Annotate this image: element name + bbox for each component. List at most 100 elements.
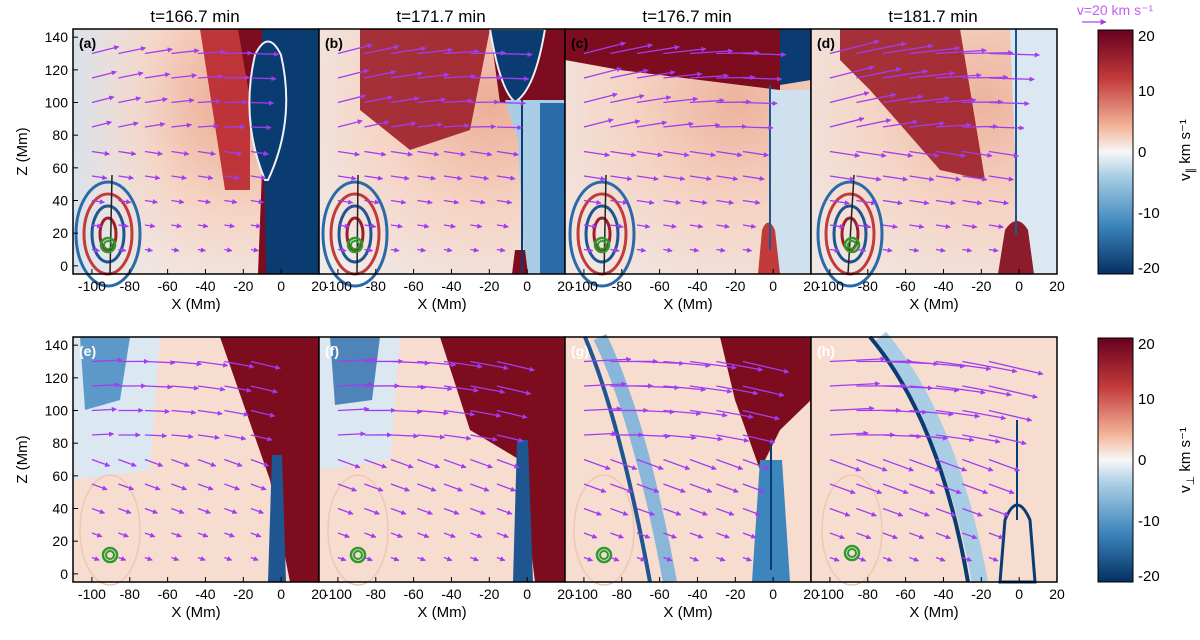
x-tick-label: -100 <box>816 586 844 602</box>
velocity-arrow <box>988 100 1030 107</box>
velocity-arrow <box>496 199 513 205</box>
velocity-arrow <box>250 385 279 394</box>
velocity-arrow <box>882 247 893 253</box>
velocity-arrow <box>742 125 774 131</box>
x-tick-label: 0 <box>277 586 285 602</box>
velocity-arrow <box>909 70 956 79</box>
velocity-arrow <box>417 199 433 205</box>
velocity-arrow <box>118 121 139 128</box>
velocity-arrow <box>250 76 277 82</box>
velocity-arrow <box>829 199 850 206</box>
velocity-arrow <box>909 532 925 540</box>
velocity-arrow <box>171 199 185 205</box>
velocity-arrow <box>663 150 690 158</box>
velocity-arrow <box>337 458 361 469</box>
velocity-arrow <box>224 223 235 229</box>
x-tick-label: -40 <box>441 278 461 294</box>
y-tick-label: 120 <box>45 62 69 78</box>
velocity-arrow <box>417 483 437 492</box>
velocity-arrow <box>742 52 787 58</box>
velocity-arrow <box>882 43 934 55</box>
x-tick-label: -80 <box>366 586 386 602</box>
velocity-arrow <box>583 150 611 158</box>
x-tick-label: -80 <box>120 278 140 294</box>
velocity-arrow <box>250 150 269 157</box>
velocity-arrow <box>962 532 978 540</box>
velocity-arrow <box>636 458 664 470</box>
velocity-arrow <box>636 120 668 128</box>
velocity-arrow <box>443 98 473 104</box>
velocity-arrow <box>829 116 865 128</box>
velocity-arrow <box>636 247 647 253</box>
x-tick-label: -20 <box>479 278 499 294</box>
velocity-arrow <box>663 556 673 562</box>
panel-label-a: (a) <box>79 35 96 51</box>
velocity-arrow <box>337 483 358 492</box>
velocity-arrow <box>583 381 627 387</box>
velocity-arrow <box>337 94 367 104</box>
velocity-arrow <box>417 409 449 416</box>
velocity-arrow <box>689 247 700 253</box>
velocity-arrow <box>496 150 519 157</box>
x-tick-label: -40 <box>933 278 953 294</box>
velocity-arrow <box>390 150 413 157</box>
x-tick-label: 20 <box>311 278 327 294</box>
velocity-arrow <box>171 223 182 229</box>
x-tick-label: 20 <box>1049 278 1065 294</box>
y-tick-label: 140 <box>45 29 69 45</box>
velocity-arrow <box>171 433 194 440</box>
velocity-arrow <box>364 483 384 492</box>
velocity-arrow <box>716 385 759 396</box>
panel-f: (f) <box>318 336 566 586</box>
velocity-arrow <box>390 96 420 104</box>
velocity-arrow <box>689 507 708 516</box>
x-tick-label: -60 <box>649 586 669 602</box>
velocity-arrow <box>742 483 766 493</box>
x-tick-label: 0 <box>769 278 777 294</box>
velocity-arrow <box>496 125 523 131</box>
velocity-vectors <box>91 39 1044 562</box>
velocity-arrow <box>716 247 726 253</box>
colorbar-top: v∥ km s⁻¹ <box>1097 29 1197 275</box>
velocity-arrow <box>663 247 673 253</box>
velocity-arrow <box>663 121 694 128</box>
velocity-arrow <box>829 507 851 517</box>
velocity-arrow <box>636 409 675 415</box>
velocity-arrow <box>91 458 111 467</box>
velocity-arrow <box>443 247 453 253</box>
velocity-arrow <box>962 360 1018 374</box>
velocity-arrow <box>443 434 472 441</box>
velocity-arrow <box>443 458 467 469</box>
velocity-arrow <box>144 175 161 181</box>
x-tick-label: -60 <box>157 586 177 602</box>
panel-b: (b) <box>318 28 566 288</box>
velocity-arrow <box>689 385 733 394</box>
velocity-arrow <box>583 199 602 205</box>
velocity-arrow <box>716 175 739 182</box>
x-tick-label: -60 <box>157 278 177 294</box>
colorbar-tick-label: -20 <box>1138 260 1160 277</box>
reference-vector-label: v=20 km s⁻¹ <box>1077 2 1154 18</box>
velocity-arrow <box>583 507 602 516</box>
velocity-arrow <box>962 483 989 495</box>
velocity-arrow <box>829 91 870 104</box>
colorbar-tick-label: -10 <box>1138 513 1160 530</box>
x-tick-label: 0 <box>1015 278 1023 294</box>
velocity-arrow <box>171 483 188 491</box>
velocity-arrow <box>882 69 929 79</box>
velocity-arrow <box>742 556 752 562</box>
panel-label-h: (h) <box>817 343 835 359</box>
y-axis-label: Z (Mm) <box>14 127 31 175</box>
velocity-arrow <box>882 532 898 540</box>
x-tick-label: -100 <box>78 278 106 294</box>
velocity-arrow <box>988 223 1004 230</box>
velocity-arrow <box>716 123 748 130</box>
x-tick-label: 20 <box>1049 586 1065 602</box>
velocity-arrow <box>390 556 400 562</box>
x-tick-label: -40 <box>687 586 707 602</box>
velocity-arrow <box>390 175 410 181</box>
colorbar-tick-label: 10 <box>1138 391 1155 408</box>
x-tick-label: -20 <box>971 586 991 602</box>
velocity-arrow <box>909 199 930 206</box>
velocity-arrow <box>716 434 750 443</box>
